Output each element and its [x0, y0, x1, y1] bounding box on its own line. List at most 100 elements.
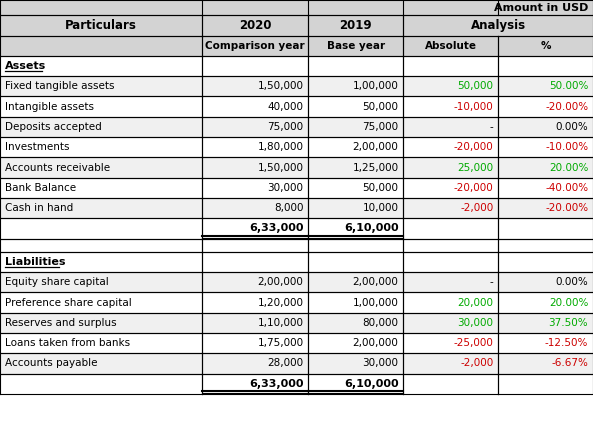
Text: Bank Balance: Bank Balance	[5, 183, 76, 193]
Text: Liabilities: Liabilities	[5, 257, 65, 267]
Text: 50,000: 50,000	[457, 81, 493, 91]
Text: Investments: Investments	[5, 142, 69, 152]
Text: 6,33,000: 6,33,000	[249, 223, 304, 233]
Bar	[308, 218, 403, 239]
Text: 1,80,000: 1,80,000	[257, 142, 304, 152]
Bar	[202, 218, 308, 239]
Text: Reserves and surplus: Reserves and surplus	[5, 318, 116, 328]
Text: 6,33,000: 6,33,000	[249, 379, 304, 389]
Text: -6.67%: -6.67%	[551, 358, 588, 368]
Bar	[403, 353, 498, 374]
Bar	[403, 239, 498, 252]
Text: 1,00,000: 1,00,000	[353, 297, 398, 308]
Text: 1,10,000: 1,10,000	[257, 318, 304, 328]
Bar	[0, 252, 202, 272]
Text: 40,000: 40,000	[267, 102, 304, 112]
Text: 2,00,000: 2,00,000	[353, 338, 398, 348]
Bar	[0, 157, 202, 178]
Text: -: -	[490, 277, 493, 287]
Bar	[308, 157, 403, 178]
Text: -12.50%: -12.50%	[545, 338, 588, 348]
Text: 50,000: 50,000	[362, 183, 398, 193]
Text: -2,000: -2,000	[460, 358, 493, 368]
Text: 30,000: 30,000	[267, 183, 304, 193]
Bar	[308, 272, 403, 292]
Bar	[498, 272, 593, 292]
Text: 0.00%: 0.00%	[556, 122, 588, 132]
Bar	[308, 178, 403, 198]
Bar	[202, 96, 308, 117]
Text: Fixed tangible assets: Fixed tangible assets	[5, 81, 114, 91]
Bar	[498, 198, 593, 218]
Bar	[498, 76, 593, 96]
Text: 37.50%: 37.50%	[549, 318, 588, 328]
Text: 1,00,000: 1,00,000	[353, 81, 398, 91]
Bar	[0, 218, 202, 239]
Bar	[403, 333, 498, 353]
Text: 6,10,000: 6,10,000	[344, 223, 398, 233]
Bar	[498, 239, 593, 252]
Text: Preference share capital: Preference share capital	[5, 297, 132, 308]
Bar	[403, 374, 498, 394]
Bar	[202, 353, 308, 374]
Bar	[0, 76, 202, 96]
Bar	[0, 15, 202, 36]
Text: Loans taken from banks: Loans taken from banks	[5, 338, 130, 348]
Bar	[308, 374, 403, 394]
Bar	[0, 272, 202, 292]
Bar	[202, 198, 308, 218]
Bar	[0, 137, 202, 157]
Text: 10,000: 10,000	[362, 203, 398, 213]
Bar	[308, 56, 403, 76]
Bar	[498, 157, 593, 178]
Bar	[403, 198, 498, 218]
Text: %: %	[540, 41, 551, 51]
Bar	[403, 157, 498, 178]
Text: Intangible assets: Intangible assets	[5, 102, 94, 112]
Bar	[0, 239, 202, 252]
Text: -25,000: -25,000	[454, 338, 493, 348]
Bar	[308, 76, 403, 96]
Text: 50,000: 50,000	[362, 102, 398, 112]
Bar	[308, 353, 403, 374]
Text: 6,10,000: 6,10,000	[344, 379, 398, 389]
Bar	[308, 137, 403, 157]
Bar	[403, 178, 498, 198]
Text: 1,25,000: 1,25,000	[352, 162, 398, 173]
Bar	[308, 252, 403, 272]
Bar	[0, 117, 202, 137]
Bar	[403, 76, 498, 96]
Bar	[403, 272, 498, 292]
Text: 8,000: 8,000	[274, 203, 304, 213]
Text: 1,50,000: 1,50,000	[257, 81, 304, 91]
Bar	[403, 252, 498, 272]
Text: Base year: Base year	[327, 41, 385, 51]
Bar	[308, 96, 403, 117]
Bar	[202, 157, 308, 178]
Text: -20.00%: -20.00%	[545, 102, 588, 112]
Bar	[308, 292, 403, 313]
Bar	[403, 36, 498, 56]
Text: 2019: 2019	[339, 19, 372, 32]
Bar	[308, 198, 403, 218]
Bar	[0, 313, 202, 333]
Text: -10.00%: -10.00%	[545, 142, 588, 152]
Bar	[0, 374, 202, 394]
Bar	[202, 117, 308, 137]
Text: 80,000: 80,000	[362, 318, 398, 328]
Bar	[0, 198, 202, 218]
Text: 1,20,000: 1,20,000	[257, 297, 304, 308]
Bar	[498, 333, 593, 353]
Text: 20,000: 20,000	[457, 297, 493, 308]
Bar	[498, 374, 593, 394]
Text: Assets: Assets	[5, 61, 46, 71]
Bar	[0, 333, 202, 353]
Text: -20.00%: -20.00%	[545, 203, 588, 213]
Bar	[202, 292, 308, 313]
Text: 1,50,000: 1,50,000	[257, 162, 304, 173]
Bar	[202, 178, 308, 198]
Bar	[403, 137, 498, 157]
Bar	[202, 56, 308, 76]
Bar	[202, 252, 308, 272]
Bar	[308, 15, 403, 36]
